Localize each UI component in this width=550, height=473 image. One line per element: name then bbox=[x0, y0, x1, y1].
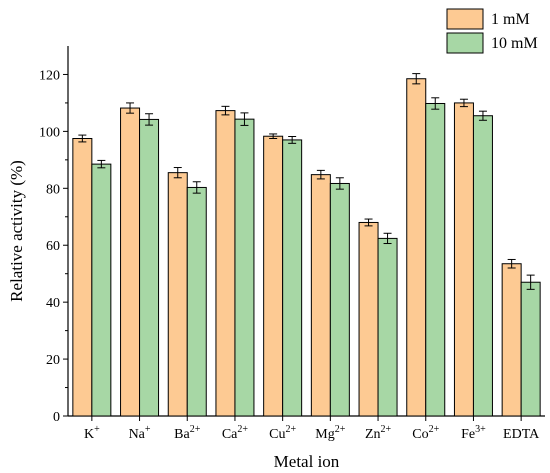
y-tick-label: 0 bbox=[53, 410, 60, 425]
bar bbox=[310, 174, 331, 417]
bar bbox=[472, 115, 493, 417]
bar bbox=[501, 263, 522, 417]
x-tick-label: Mg2+ bbox=[315, 424, 345, 442]
x-tick-label: Cu2+ bbox=[269, 424, 296, 442]
x-tick-label: Fe3+ bbox=[461, 424, 486, 442]
y-tick-label: 60 bbox=[46, 239, 60, 254]
x-tick-label: Ba2+ bbox=[174, 424, 201, 442]
bar bbox=[329, 182, 350, 417]
x-tick-label: K+ bbox=[84, 424, 100, 442]
bar bbox=[72, 138, 93, 417]
legend-swatch bbox=[446, 32, 484, 54]
bar bbox=[358, 221, 379, 417]
y-tick-label: 40 bbox=[46, 296, 60, 311]
y-axis: 0 20 40 60 80 100 120 bbox=[39, 46, 69, 425]
legend-swatch bbox=[446, 8, 484, 30]
bar bbox=[425, 102, 446, 417]
x-tick-label: Co2+ bbox=[412, 424, 439, 442]
bar bbox=[215, 110, 236, 417]
bar bbox=[186, 186, 207, 417]
y-tick-label: 20 bbox=[46, 353, 60, 368]
bar bbox=[282, 139, 303, 417]
x-tick-label: Ca2+ bbox=[222, 424, 249, 442]
bar bbox=[453, 102, 474, 417]
bar bbox=[139, 118, 160, 417]
legend-label: 10 mM bbox=[491, 35, 538, 52]
y-tick-label: 100 bbox=[39, 125, 60, 140]
bar bbox=[377, 237, 398, 417]
bar bbox=[120, 107, 141, 417]
legend: 1 mM 10 mM bbox=[446, 8, 538, 54]
x-tick-label: Zn2+ bbox=[365, 424, 392, 442]
bar bbox=[263, 135, 284, 417]
bar bbox=[234, 118, 255, 417]
x-axis-title: Metal ion bbox=[274, 452, 340, 471]
error-bars bbox=[78, 73, 535, 290]
bar bbox=[167, 172, 188, 417]
x-tick-label: EDTA bbox=[503, 427, 540, 442]
bar bbox=[91, 163, 112, 417]
bar bbox=[520, 281, 541, 417]
legend-label: 1 mM bbox=[491, 11, 530, 28]
y-axis-title: Relative activity (%) bbox=[7, 160, 26, 302]
x-axis: K+ Na+ Ba2+ Ca2+ Cu2+ Mg2+ Zn2+ Co2+ Fe3+ EDTA bbox=[68, 415, 545, 442]
bar bbox=[406, 78, 427, 417]
bars bbox=[72, 78, 541, 417]
y-tick-label: 120 bbox=[39, 68, 60, 83]
y-tick-label: 80 bbox=[46, 182, 60, 197]
x-tick-label: Na+ bbox=[129, 424, 151, 442]
